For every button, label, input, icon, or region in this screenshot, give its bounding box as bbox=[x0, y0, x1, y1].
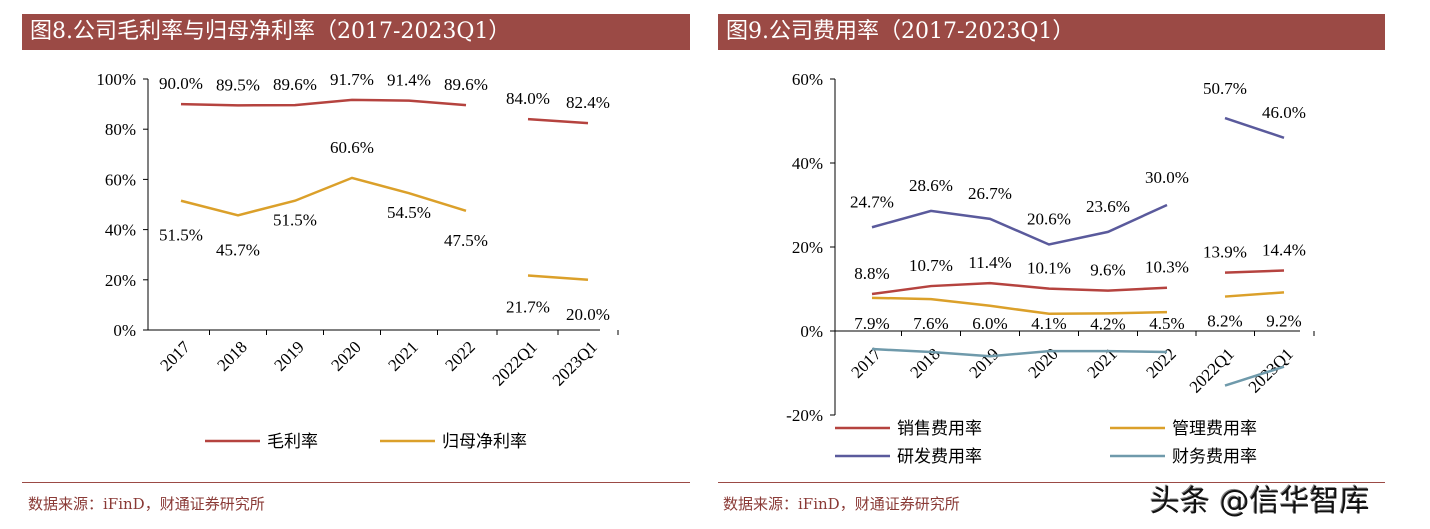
data-label: 7.6% bbox=[913, 314, 948, 333]
right-divider bbox=[718, 482, 1385, 483]
y-tick-label: 80% bbox=[105, 120, 136, 139]
data-label: 23.6% bbox=[1086, 197, 1130, 216]
data-label: 51.5% bbox=[159, 226, 203, 245]
series-line-3 bbox=[1224, 116, 1285, 139]
x-tick-label: 2022 bbox=[441, 337, 478, 374]
data-label: 9.6% bbox=[1090, 261, 1125, 280]
x-tick-label: 2020 bbox=[327, 337, 364, 374]
legend-label: 毛利率 bbox=[267, 432, 318, 451]
data-label: 84.0% bbox=[506, 89, 550, 108]
data-label: 26.7% bbox=[968, 184, 1012, 203]
x-tick-label: 2023Q1 bbox=[549, 337, 601, 389]
data-label: 46.0% bbox=[1262, 103, 1306, 122]
x-tick-label: 2022 bbox=[1142, 344, 1179, 381]
y-tick-label: 20% bbox=[105, 271, 136, 290]
data-label: 28.6% bbox=[909, 176, 953, 195]
data-label: 8.2% bbox=[1207, 312, 1242, 331]
data-label: 4.1% bbox=[1031, 314, 1066, 333]
left-divider bbox=[22, 482, 690, 483]
data-label: 89.6% bbox=[273, 75, 317, 94]
y-tick-label: 60% bbox=[105, 170, 136, 189]
series-line-2 bbox=[527, 274, 589, 282]
data-label: 6.0% bbox=[972, 314, 1007, 333]
y-tick-label: 0% bbox=[113, 321, 136, 340]
data-label: 21.7% bbox=[506, 298, 550, 317]
series-line-3 bbox=[871, 203, 1168, 246]
data-label: 50.7% bbox=[1203, 79, 1247, 98]
legend-label: 归母净利率 bbox=[442, 432, 527, 451]
data-label: 10.3% bbox=[1145, 258, 1189, 277]
data-label: 7.9% bbox=[854, 314, 889, 333]
data-label: 60.6% bbox=[330, 138, 374, 157]
data-label: 10.7% bbox=[909, 256, 953, 275]
data-label: 20.0% bbox=[566, 305, 610, 324]
left-source: 数据来源：iFinD，财通证券研究所 bbox=[28, 495, 265, 513]
series-line-2 bbox=[180, 176, 467, 217]
data-label: 24.7% bbox=[850, 192, 894, 211]
data-label: 14.4% bbox=[1262, 241, 1306, 260]
x-tick-label: 2022Q1 bbox=[489, 337, 541, 389]
series-line-1 bbox=[1224, 269, 1285, 274]
data-label: 89.6% bbox=[444, 75, 488, 94]
data-label: 54.5% bbox=[387, 203, 431, 222]
legend-label: 财务费用率 bbox=[1172, 447, 1257, 466]
x-tick-label: 2019 bbox=[965, 344, 1002, 381]
data-label: 89.5% bbox=[216, 75, 260, 94]
y-tick-label: -20% bbox=[786, 406, 823, 425]
data-label: 10.1% bbox=[1027, 259, 1071, 278]
y-tick-label: 20% bbox=[792, 238, 823, 257]
data-label: 13.9% bbox=[1203, 243, 1247, 262]
left-chart-title: 图8.公司毛利率与归母净利率（2017-2023Q1） bbox=[22, 14, 690, 50]
data-label: 90.0% bbox=[159, 74, 203, 93]
x-tick-label: 2021 bbox=[384, 337, 421, 374]
data-label: 8.8% bbox=[854, 264, 889, 283]
data-label: 45.7% bbox=[216, 240, 260, 259]
series-line-1 bbox=[180, 98, 467, 107]
right-source: 数据来源：iFinD，财通证券研究所 bbox=[723, 495, 960, 513]
data-label: 30.0% bbox=[1145, 168, 1189, 187]
watermark: 头条 @信华智库 bbox=[1150, 484, 1370, 519]
data-label: 9.2% bbox=[1266, 311, 1301, 330]
series-line-2 bbox=[871, 296, 1168, 316]
data-label: 51.5% bbox=[273, 211, 317, 230]
data-label: 11.4% bbox=[968, 253, 1011, 272]
y-tick-label: 40% bbox=[105, 221, 136, 240]
data-label: 82.4% bbox=[566, 93, 610, 112]
legend-label: 管理费用率 bbox=[1172, 419, 1257, 438]
series-line-4 bbox=[1224, 365, 1285, 387]
y-tick-label: 0% bbox=[800, 322, 823, 341]
y-tick-label: 40% bbox=[792, 154, 823, 173]
series-line-4 bbox=[871, 347, 1168, 358]
data-label: 4.5% bbox=[1149, 314, 1184, 333]
x-tick-label: 2018 bbox=[213, 337, 250, 374]
data-label: 47.5% bbox=[444, 231, 488, 250]
series-line-1 bbox=[871, 281, 1168, 296]
right-chart-title: 图9.公司费用率（2017-2023Q1） bbox=[718, 14, 1385, 50]
x-tick-label: 2019 bbox=[270, 337, 307, 374]
data-label: 91.7% bbox=[330, 70, 374, 89]
x-tick-label: 2022Q1 bbox=[1186, 344, 1238, 396]
legend-label: 研发费用率 bbox=[897, 447, 982, 466]
data-label: 91.4% bbox=[387, 71, 431, 90]
x-tick-label: 2017 bbox=[156, 337, 194, 375]
y-tick-label: 100% bbox=[96, 70, 136, 89]
y-tick-label: 60% bbox=[792, 70, 823, 89]
legend-label: 销售费用率 bbox=[897, 419, 982, 438]
data-label: 20.6% bbox=[1027, 209, 1071, 228]
series-line-1 bbox=[527, 117, 589, 125]
series-line-2 bbox=[1224, 291, 1285, 298]
data-label: 4.2% bbox=[1090, 314, 1125, 333]
